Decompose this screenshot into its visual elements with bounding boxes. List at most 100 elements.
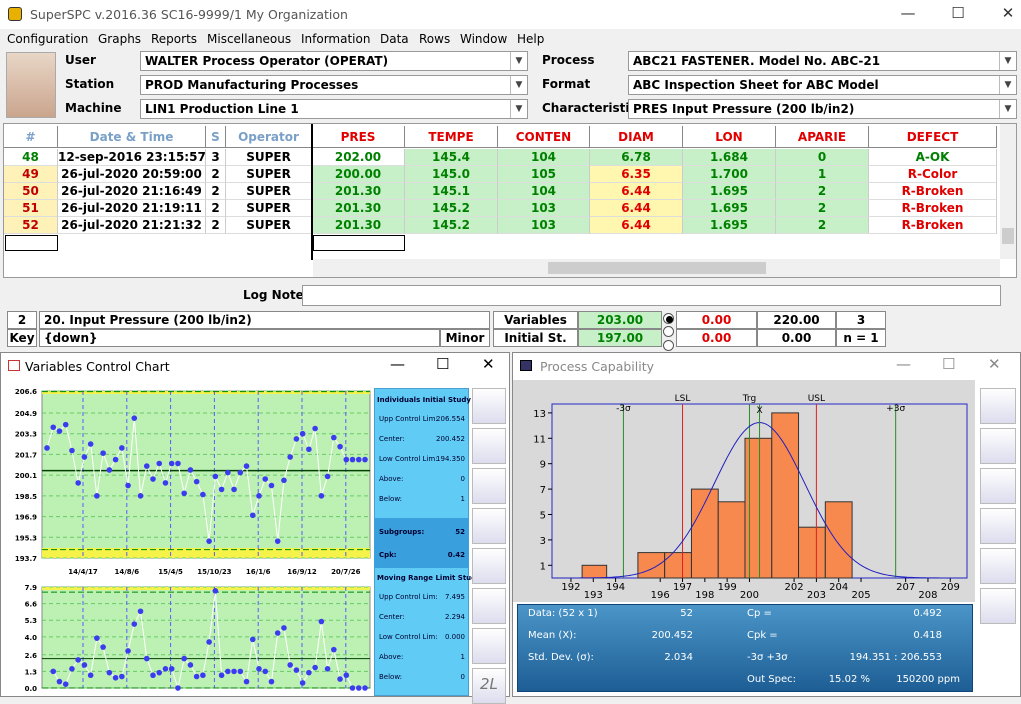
stat-text: Std. Dev. (σ): — [528, 652, 594, 663]
y-tick-label: 193.7 — [15, 555, 37, 563]
table-cell: 2 — [206, 166, 226, 183]
data-point — [62, 681, 69, 687]
tool-button[interactable] — [472, 508, 506, 544]
histogram-bar — [771, 412, 800, 579]
table-cell: 2 — [206, 200, 226, 217]
tool-button[interactable] — [980, 588, 1016, 624]
window-button[interactable]: — — [900, 4, 916, 22]
tool-button[interactable] — [980, 428, 1016, 464]
status-cell: 0.00 — [757, 329, 836, 347]
data-point — [112, 456, 119, 463]
table-cell: 104 — [498, 149, 590, 166]
menu-item[interactable]: Graphs — [98, 32, 142, 46]
data-point — [225, 668, 231, 675]
window-button[interactable]: ☐ — [436, 355, 450, 373]
tool-button[interactable] — [472, 468, 506, 504]
data-point — [362, 456, 368, 463]
data-point — [324, 666, 331, 672]
tool-button[interactable] — [980, 508, 1016, 544]
menu-item[interactable]: Help — [517, 32, 545, 46]
panel-label: Below: — [379, 673, 403, 681]
table-cell: 145.1 — [405, 183, 498, 200]
app-icon — [8, 7, 22, 21]
combo-arrow: ▼ — [510, 100, 527, 118]
menu-item[interactable]: Configuration — [7, 32, 89, 46]
data-point — [100, 644, 106, 650]
radio[interactable] — [663, 326, 674, 337]
y-tick-label: 11 — [533, 434, 546, 445]
data-point — [75, 480, 81, 486]
tool-button[interactable] — [472, 628, 506, 664]
data-point — [287, 454, 293, 460]
data-point — [293, 436, 300, 442]
spec-band — [42, 391, 370, 394]
window-button[interactable]: ✕ — [482, 355, 495, 373]
menu-item[interactable]: Window — [460, 32, 508, 46]
data-point — [193, 673, 200, 680]
tool-button[interactable] — [472, 388, 506, 424]
tool-button[interactable] — [472, 588, 506, 624]
y-tick-label: 4.0 — [25, 634, 38, 642]
window-button[interactable]: ✕ — [988, 355, 1001, 373]
table-divider — [311, 124, 313, 260]
table-cell: 1.684 — [683, 149, 776, 166]
data-point — [287, 662, 293, 668]
table-cell: 1.695 — [683, 200, 776, 217]
menu-item[interactable]: Information — [301, 32, 371, 46]
histogram-bar — [824, 501, 853, 579]
window-title: Process Capability — [540, 359, 655, 374]
status-cell: 3 — [836, 311, 886, 329]
window-button[interactable]: ☐ — [942, 355, 956, 373]
log-note-input[interactable] — [302, 285, 1001, 306]
y-tick-label: 6.6 — [25, 601, 38, 609]
tool-button[interactable] — [472, 548, 506, 584]
table-cell: 26-jul-2020 21:19:11 — [58, 200, 206, 217]
scroll-thumb[interactable] — [1002, 228, 1014, 244]
table-cell: 12-sep-2016 23:15:57 — [58, 149, 206, 166]
scroll-thumb[interactable] — [548, 262, 766, 274]
menu-item[interactable]: Data — [380, 32, 409, 46]
histogram-bar — [798, 526, 826, 579]
field-combo[interactable]: ABC Inspection Sheet for ABC Model ▼ — [628, 75, 1017, 95]
data-point — [343, 456, 350, 463]
stat-text: 52 — [680, 608, 693, 619]
window-button[interactable]: — — [390, 355, 405, 373]
field-combo[interactable]: PROD Manufacturing Processes ▼ — [140, 75, 528, 95]
data-point — [143, 655, 150, 662]
tool-button[interactable] — [472, 428, 506, 464]
tool-button[interactable] — [980, 468, 1016, 504]
edit-cell — [313, 235, 405, 251]
table-cell: R-Broken — [869, 217, 997, 234]
x-tick-label: 202 — [785, 582, 804, 593]
tool-button[interactable] — [980, 388, 1016, 424]
table-cell: 2 — [206, 217, 226, 234]
data-point — [106, 467, 113, 473]
window-button[interactable]: ✕ — [1001, 4, 1015, 22]
field-combo[interactable]: PRES Input Pressure (200 lb/in2) ▼ — [628, 99, 1017, 119]
table-cell: A-OK — [869, 149, 997, 166]
field-combo[interactable]: WALTER Process Operator (OPERAT) ▼ — [140, 51, 528, 71]
v-scrollbar[interactable] — [1000, 124, 1016, 259]
reference-label: -3σ — [616, 404, 631, 414]
data-point — [56, 428, 63, 434]
menu-item[interactable]: Rows — [419, 32, 451, 46]
panel-value: 0.42 — [447, 551, 465, 559]
tool-button[interactable] — [980, 548, 1016, 584]
data-point — [87, 672, 94, 679]
x-tick-label: 14/8/6 — [114, 568, 139, 576]
data-point — [262, 668, 269, 675]
table-cell: 2 — [776, 183, 869, 200]
menu-item[interactable]: Reports — [151, 32, 198, 46]
status-cell: 20. Input Pressure (200 lb/in2) — [39, 311, 490, 329]
menu-item[interactable]: Miscellaneous — [207, 32, 292, 46]
window-button[interactable]: — — [896, 355, 911, 373]
field-combo[interactable]: LIN1 Production Line 1 ▼ — [140, 99, 528, 119]
field-combo[interactable]: ABC21 FASTENER. Model No. ABC-21 ▼ — [628, 51, 1017, 71]
stat-text: 2.034 — [664, 652, 693, 663]
radio[interactable] — [663, 340, 674, 351]
panel-value: 52 — [455, 528, 465, 536]
window-button[interactable]: ☐ — [951, 4, 965, 22]
data-point — [206, 639, 212, 645]
data-point — [162, 666, 169, 672]
table-cell: 2 — [776, 217, 869, 234]
